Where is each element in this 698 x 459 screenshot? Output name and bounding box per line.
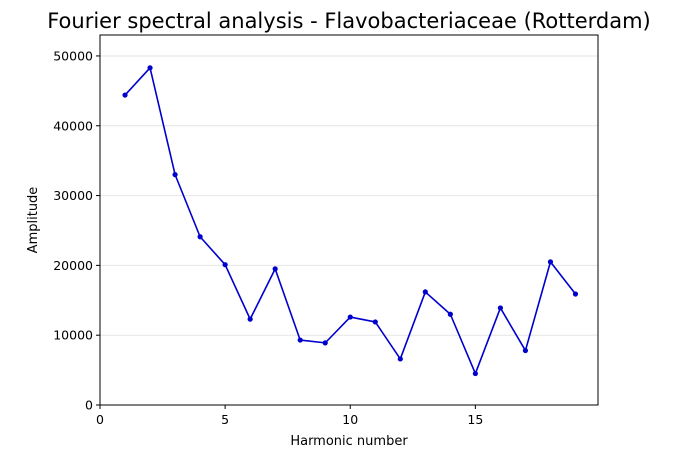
data-point [322, 340, 328, 346]
data-point [297, 337, 303, 343]
series-line [124, 67, 577, 375]
data-point [572, 291, 579, 297]
data-point [522, 347, 529, 354]
y-tick-label: 10000 [53, 328, 93, 343]
data-point [472, 370, 478, 377]
gridlines [100, 55, 598, 336]
x-tick-label: 15 [467, 412, 483, 427]
series-layer [122, 65, 579, 377]
data-point [272, 266, 278, 272]
plot-frame [99, 34, 599, 406]
y-tick-label: 0 [85, 398, 93, 413]
data-point [147, 65, 153, 71]
x-tick-label: 0 [96, 412, 104, 427]
data-point [547, 259, 554, 265]
data-point [422, 289, 428, 295]
x-tick-label: 5 [221, 412, 229, 427]
data-point [497, 305, 504, 311]
y-tick-label: 30000 [53, 188, 93, 203]
data-point [397, 356, 403, 362]
data-point [172, 172, 178, 178]
data-point [222, 262, 228, 268]
x-axis: 0 5 10 15 [96, 405, 483, 427]
y-axis-label: Amplitude [26, 187, 41, 254]
y-tick-label: 40000 [53, 118, 93, 133]
data-point [372, 319, 378, 325]
chart-title: Fourier spectral analysis - Flavobacteri… [47, 9, 651, 33]
y-tick-label: 20000 [53, 258, 93, 273]
data-point [447, 311, 453, 317]
data-point [122, 92, 128, 98]
data-point [247, 316, 253, 322]
y-tick-label: 50000 [53, 48, 93, 63]
data-point [197, 234, 203, 240]
x-tick-label: 10 [342, 412, 358, 427]
x-axis-label: Harmonic number [290, 434, 408, 449]
data-point [347, 314, 353, 320]
y-axis: 0 10000 20000 30000 40000 50000 [53, 48, 100, 413]
